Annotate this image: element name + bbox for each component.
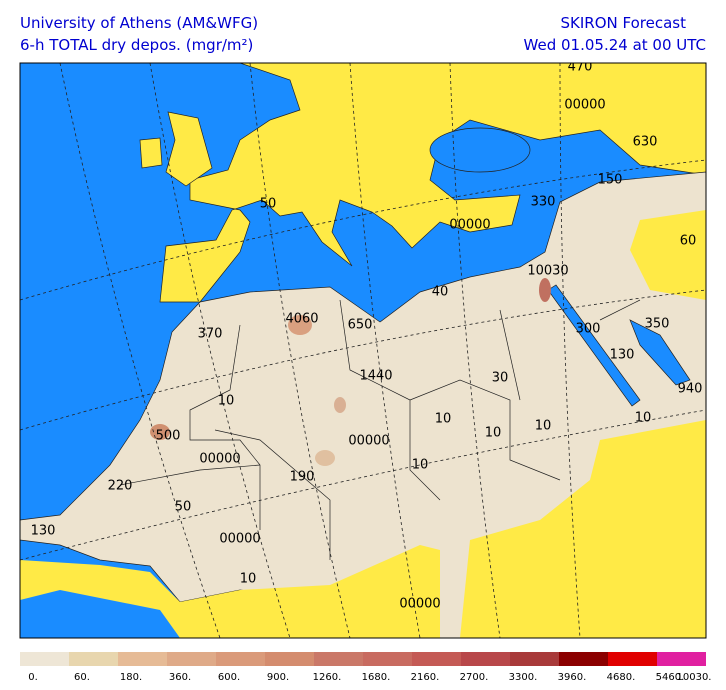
map-value-label: 130 (610, 348, 635, 363)
colorbar-label: 10030. (677, 672, 712, 683)
east-africa-yellow (460, 420, 706, 638)
map-value-label: 630 (633, 135, 658, 150)
colorbar-swatch (510, 652, 559, 666)
colorbar-label: 900. (267, 672, 289, 683)
atlantic-sw (20, 590, 180, 638)
colorbar-swatch (265, 652, 314, 666)
colorbar-label: 2700. (460, 672, 489, 683)
colorbar-swatch (167, 652, 216, 666)
colorbar-label: 1680. (362, 672, 391, 683)
map-value-label: 10 (412, 458, 429, 473)
map-value-label: 50 (175, 500, 192, 515)
red-sea (547, 284, 641, 407)
map-value-label: 00000 (219, 532, 260, 547)
map-value-label: 190 (290, 470, 315, 485)
colorbar-swatch (216, 652, 265, 666)
graticule (20, 63, 706, 638)
map-value-label: 10 (218, 394, 235, 409)
map-value-label: 10 (635, 411, 652, 426)
colorbar-swatch (608, 652, 657, 666)
map-value-label: 300 (576, 322, 601, 337)
colorbar-swatch (20, 652, 69, 666)
map-value-label: 150 (598, 173, 623, 188)
header-right-1: SKIRON Forecast (561, 14, 687, 32)
map-value-label: 4060 (285, 312, 318, 327)
map-labels: 470 00000 630 150 330 60 00000 10030 50 4060 650 40… (31, 60, 703, 612)
colorbar-label: 4680. (607, 672, 636, 683)
colorbar-swatch (69, 652, 118, 666)
map-value-label: 50 (260, 197, 277, 212)
map-value-label: 00000 (449, 218, 490, 233)
map-frame (19, 62, 707, 639)
persian-gulf (629, 319, 691, 386)
map-value-label: 40 (432, 285, 449, 300)
map-value-label: 130 (31, 524, 56, 539)
map-value-label: 220 (108, 479, 133, 494)
map-value-label: 30 (492, 371, 509, 386)
colorbar-label: 180. (120, 672, 142, 683)
black-sea (429, 127, 531, 173)
britain (165, 111, 213, 187)
map-value-label: 330 (531, 195, 556, 210)
colorbar-swatch (559, 652, 608, 666)
colorbar-label: 3300. (509, 672, 538, 683)
header-right-2: Wed 01.05.24 at 00 UTC (524, 36, 706, 54)
map-value-label: 10 (240, 572, 257, 587)
map-value-label: 10030 (527, 264, 568, 279)
map-value-label: 650 (348, 318, 373, 333)
map-value-label: 940 (678, 382, 703, 397)
borders (119, 299, 641, 560)
middle-east-yellow (630, 210, 706, 300)
colorbar-label: 60. (74, 672, 90, 683)
colorbar-swatch (657, 652, 706, 666)
colorbar-label: 5460. (656, 672, 685, 683)
map-value-label: 10 (435, 412, 452, 427)
colorbar-swatch (314, 652, 363, 666)
colorbar-label: 1260. (313, 672, 342, 683)
map-value-label: 60 (680, 234, 697, 249)
map-value-label: 10 (535, 419, 552, 434)
dust-spots (150, 278, 551, 466)
header-left-2: 6-h TOTAL dry depos. (mgr/m²) (20, 36, 253, 54)
colorbar-swatch (118, 652, 167, 666)
map-value-label: 00000 (199, 452, 240, 467)
colorbar-label: 600. (218, 672, 240, 683)
map: 470 00000 630 150 330 60 00000 10030 50 4060 650 40… (20, 60, 706, 638)
map-value-label: 00000 (348, 434, 389, 449)
map-value-label: 350 (645, 317, 670, 332)
colorbar-swatch (461, 652, 510, 666)
europe-land (159, 63, 706, 303)
map-value-label: 10 (485, 426, 502, 441)
map-value-label: 370 (198, 327, 223, 342)
map-value-label: 500 (156, 429, 181, 444)
map-value-label: 470 (568, 60, 593, 75)
map-value-label: 00000 (564, 98, 605, 113)
colorbar-label: 3960. (558, 672, 587, 683)
header-left-1: University of Athens (AM&WFG) (20, 14, 258, 32)
colorbar-label: 360. (169, 672, 191, 683)
colorbar-label: 2160. (411, 672, 440, 683)
colorbar-swatch (412, 652, 461, 666)
colorbar-swatch (363, 652, 412, 666)
colorbar: 0. 60. 180. 360. 600. 900. 1260. 1680. 2160. 2700… (20, 652, 712, 683)
ireland (139, 137, 163, 169)
map-value-label: 1440 (359, 369, 392, 384)
colorbar-label: 0. (28, 672, 38, 683)
map-value-label: 00000 (399, 597, 440, 612)
